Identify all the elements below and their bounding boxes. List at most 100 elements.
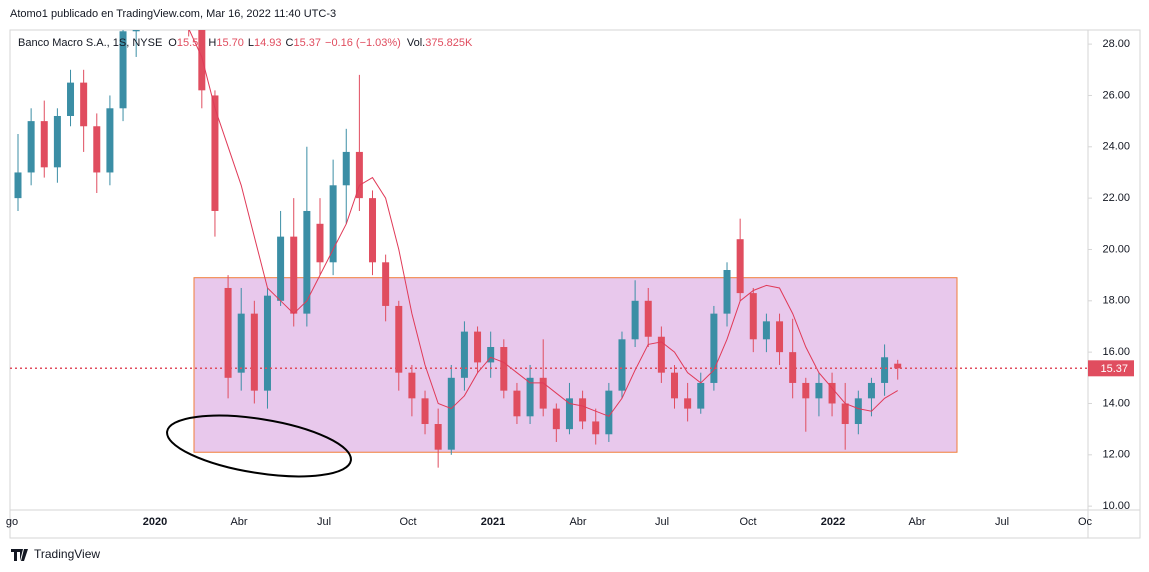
x-tick-label: Jul <box>655 516 669 528</box>
candle-body <box>421 398 429 425</box>
candle-body <box>237 313 245 373</box>
candle-body <box>631 300 639 340</box>
x-tick-label: go <box>6 516 18 528</box>
candle-body <box>736 239 744 294</box>
candle-body <box>552 408 560 430</box>
candle-body <box>447 377 455 450</box>
legend-label: H <box>208 37 216 49</box>
candle-body <box>828 382 836 404</box>
x-tick-label: Abr <box>230 516 247 528</box>
header-title: Atomo1 publicado en TradingView.com, Mar… <box>10 8 336 20</box>
legend-label: L <box>248 37 254 49</box>
candle-body <box>382 262 390 306</box>
candle-body <box>355 151 363 199</box>
x-tick-label: Jul <box>995 516 1009 528</box>
y-tick-label: 10.00 <box>1102 500 1130 512</box>
candle-body <box>14 172 22 199</box>
legend-label: O <box>168 37 177 49</box>
legend-symbol: Banco Macro S.A., 1S, NYSE <box>18 37 162 49</box>
last-price-tag <box>1088 360 1134 377</box>
legend-value: 15.55 <box>177 37 205 49</box>
x-tick-label: Jul <box>317 516 331 528</box>
frame <box>9 29 1141 539</box>
candle-body <box>500 347 508 391</box>
y-tick-label: 22.00 <box>1102 192 1130 204</box>
legend-change: −0.16 (−1.03%) <box>325 37 401 49</box>
footer-brand: TradingView <box>34 547 100 561</box>
candle-body <box>802 382 810 399</box>
candle-body <box>303 210 311 314</box>
candle-body <box>67 82 75 116</box>
candle-body <box>132 30 140 32</box>
candle-body <box>53 115 61 168</box>
candle-body <box>329 185 337 263</box>
legend-value: 14.93 <box>254 37 282 49</box>
candle-body <box>605 390 613 435</box>
candle-body <box>263 295 271 391</box>
candle-body <box>106 108 114 173</box>
candle-body <box>579 398 587 422</box>
candle-body <box>369 198 377 263</box>
candle-body <box>671 372 678 399</box>
y-tick-label: 26.00 <box>1102 89 1130 101</box>
legend-volume-label: Vol. <box>407 37 425 49</box>
candle-body <box>487 347 495 363</box>
candle-body <box>565 398 573 430</box>
candle-body <box>644 300 652 337</box>
y-tick-label: 28.00 <box>1102 38 1130 50</box>
candle-body <box>408 372 416 399</box>
x-tick-label: 2022 <box>821 516 845 528</box>
candle-body <box>881 357 889 383</box>
y-tick-label: 16.00 <box>1102 346 1130 358</box>
candle-body <box>841 403 849 425</box>
candle-body <box>749 293 757 340</box>
candle-body <box>93 126 101 173</box>
candle-body <box>854 398 862 425</box>
candle-body <box>697 382 705 409</box>
candle-body <box>27 121 35 173</box>
legend: Banco Macro S.A., 1S, NYSE O15.55 H15.70 L1… <box>18 37 473 49</box>
y-tick-label: 20.00 <box>1102 243 1130 255</box>
legend-value: 15.70 <box>216 37 244 49</box>
x-tick-label: Oct <box>399 516 416 528</box>
candle-body <box>250 313 258 391</box>
candle-body <box>592 421 600 435</box>
x-tick-label: Abr <box>908 516 925 528</box>
candle-body <box>342 151 350 186</box>
x-tick-label: Abr <box>569 516 586 528</box>
x-tick-label: Oct <box>739 516 756 528</box>
candle-body <box>224 287 232 378</box>
candle-body <box>723 270 731 314</box>
candle-body <box>684 398 692 409</box>
candle-body <box>474 331 482 363</box>
y-tick-label: 14.00 <box>1102 397 1130 409</box>
candle-body <box>867 382 875 399</box>
candle-body <box>198 30 206 91</box>
candle-body <box>776 321 784 353</box>
candle-body <box>789 352 797 383</box>
x-tick-label: Oc <box>1078 516 1093 528</box>
last-price-label: 15.37 <box>1100 363 1128 375</box>
candle-body <box>80 82 88 127</box>
candle-body <box>316 223 324 263</box>
y-tick-label: 24.00 <box>1102 141 1130 153</box>
y-tick-label: 12.00 <box>1102 449 1130 461</box>
candle-body <box>40 121 48 168</box>
candle-body <box>657 336 665 373</box>
candle-body <box>290 236 298 314</box>
candle-body <box>762 321 770 340</box>
candle-body <box>395 305 403 373</box>
candle-body <box>894 363 902 369</box>
candle-body <box>526 377 534 417</box>
moving-average <box>188 30 898 417</box>
candle-body <box>277 236 285 301</box>
candle-body <box>211 95 219 211</box>
candle-body <box>710 313 718 383</box>
candle-body <box>460 331 468 378</box>
x-tick-label: 2020 <box>143 516 167 528</box>
candle-body <box>513 390 521 417</box>
legend-value: 15.37 <box>293 37 321 49</box>
legend-label: C <box>286 37 294 49</box>
footer-logo: TradingView <box>11 547 100 561</box>
